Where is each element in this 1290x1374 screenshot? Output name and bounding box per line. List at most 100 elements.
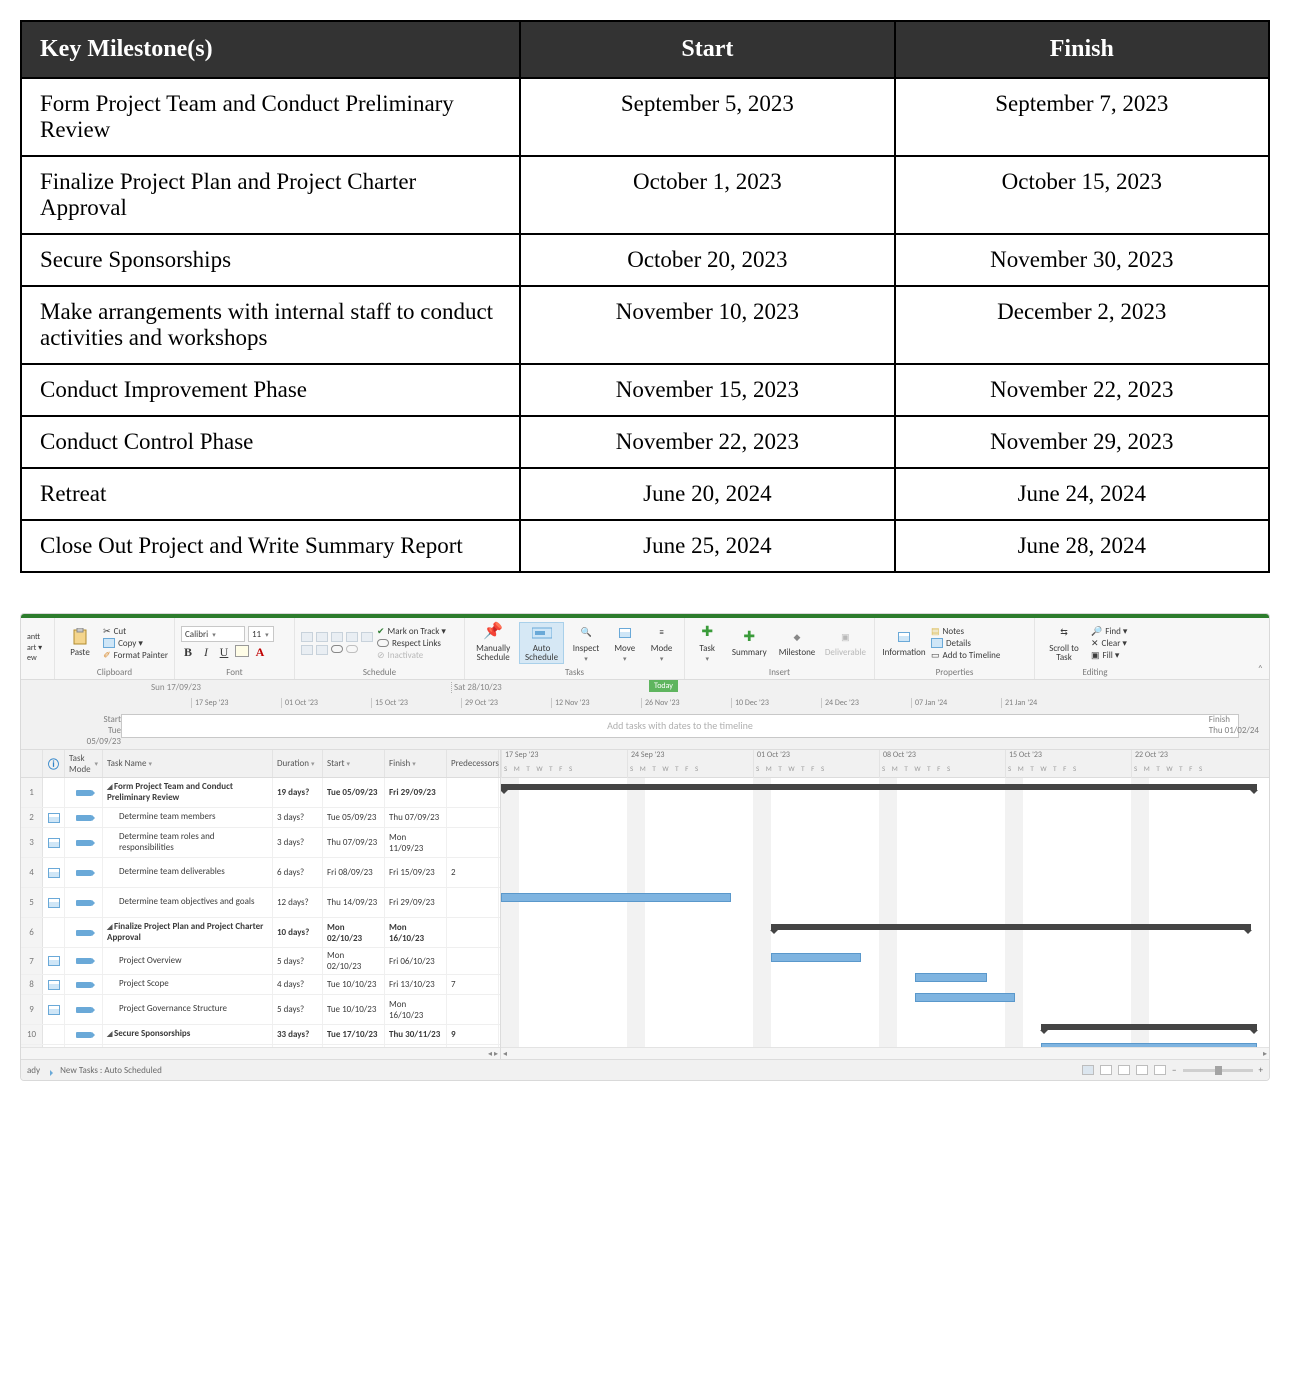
pred-header[interactable]: Predecessors bbox=[447, 750, 499, 777]
bold-button[interactable]: B bbox=[181, 645, 195, 660]
notes-button[interactable]: ▤ Notes bbox=[931, 626, 1000, 637]
start-cell[interactable]: Fri 08/09/23 bbox=[323, 858, 385, 887]
finish-cell[interactable]: Thu 07/09/23 bbox=[385, 808, 447, 827]
gantt-summary-bar[interactable] bbox=[771, 924, 1251, 930]
timeline-bar[interactable]: Add tasks with dates to the timeline bbox=[121, 714, 1239, 738]
task-row[interactable]: 1Form Project Team and Conduct Prelimina… bbox=[21, 778, 500, 808]
zoom-in-button[interactable]: + bbox=[1259, 1065, 1263, 1076]
start-cell[interactable]: Tue 17/10/23 bbox=[323, 1025, 385, 1044]
zoom-out-button[interactable]: − bbox=[1172, 1065, 1176, 1076]
task-mode-cell[interactable] bbox=[65, 948, 103, 974]
mark-on-track-button[interactable]: ✔ Mark on Track ▾ bbox=[377, 626, 446, 637]
inspect-button[interactable]: 🔍 Inspect ▾ bbox=[568, 623, 605, 664]
task-mode-cell[interactable] bbox=[65, 918, 103, 947]
task-row[interactable]: 4Determine team deliverables6 days?Fri 0… bbox=[21, 858, 500, 888]
task-name-cell[interactable]: Secure Sponsorships bbox=[103, 1025, 273, 1044]
task-name-cell[interactable]: Form Project Team and Conduct Preliminar… bbox=[103, 778, 273, 807]
start-cell[interactable]: Tue 05/09/23 bbox=[323, 808, 385, 827]
clear-button[interactable]: ✕ Clear ▾ bbox=[1091, 638, 1127, 649]
finish-cell[interactable]: Mon 16/10/23 bbox=[385, 918, 447, 947]
auto-schedule-button[interactable]: Auto Schedule bbox=[519, 622, 563, 665]
start-cell[interactable]: Thu 07/09/23 bbox=[323, 828, 385, 857]
manually-schedule-button[interactable]: 📌 Manually Schedule bbox=[471, 623, 515, 664]
task-name-cell[interactable]: Determine team members bbox=[103, 808, 273, 827]
add-to-timeline-button[interactable]: ▭ Add to Timeline bbox=[931, 650, 1000, 661]
finish-cell[interactable]: Fri 06/10/23 bbox=[385, 948, 447, 974]
information-button[interactable]: Information bbox=[881, 627, 927, 658]
collapse-ribbon-button[interactable]: ˄ bbox=[1258, 662, 1263, 675]
task-mode-cell[interactable] bbox=[65, 995, 103, 1024]
font-size-combo[interactable]: 11▾ bbox=[248, 626, 274, 642]
pred-cell[interactable] bbox=[447, 888, 499, 917]
start-cell[interactable]: Tue 10/10/23 bbox=[323, 995, 385, 1024]
duration-cell[interactable]: 3 days? bbox=[273, 828, 323, 857]
inactivate-button[interactable]: ⊘ Inactivate bbox=[377, 650, 446, 661]
duration-cell[interactable]: 5 days? bbox=[273, 995, 323, 1024]
italic-button[interactable]: I bbox=[199, 645, 213, 660]
pct50-button[interactable] bbox=[331, 632, 343, 642]
view-team-planner-button[interactable] bbox=[1118, 1065, 1130, 1075]
task-button[interactable]: ✚ Task ▾ bbox=[691, 623, 723, 664]
info-header[interactable]: ⓘ bbox=[43, 750, 65, 777]
task-mode-cell[interactable] bbox=[65, 828, 103, 857]
gantt-chart-fragment[interactable]: antt bbox=[27, 633, 42, 643]
task-name-cell[interactable]: Determine team objectives and goals bbox=[103, 888, 273, 917]
pred-cell[interactable]: 9 bbox=[447, 1025, 499, 1044]
gantt-task-bar[interactable] bbox=[501, 893, 731, 902]
finish-cell[interactable]: Fri 29/09/23 bbox=[385, 888, 447, 917]
duration-cell[interactable]: 3 days? bbox=[273, 808, 323, 827]
respect-links-button[interactable]: Respect Links bbox=[377, 638, 446, 649]
pred-cell[interactable] bbox=[447, 918, 499, 947]
start-cell[interactable]: Thu 14/09/23 bbox=[323, 888, 385, 917]
duration-cell[interactable]: 12 days? bbox=[273, 888, 323, 917]
task-name-cell[interactable]: Determine team roles and responsibilitie… bbox=[103, 828, 273, 857]
pred-cell[interactable] bbox=[447, 778, 499, 807]
task-name-cell[interactable]: Project Scope bbox=[103, 975, 273, 994]
gantt-body[interactable] bbox=[501, 778, 1269, 1059]
font-color-button[interactable]: A bbox=[253, 645, 267, 660]
details-button[interactable]: Details bbox=[931, 638, 1000, 649]
mode-button[interactable]: ≡ Mode ▾ bbox=[645, 623, 678, 664]
pred-cell[interactable] bbox=[447, 808, 499, 827]
milestone-button[interactable]: ◆ Milestone bbox=[775, 627, 819, 658]
task-mode-cell[interactable] bbox=[65, 975, 103, 994]
scroll-to-task-button[interactable]: ⇆ Scroll to Task bbox=[1041, 623, 1087, 664]
finish-header[interactable]: Finish▾ bbox=[385, 750, 447, 777]
view-task-usage-button[interactable] bbox=[1100, 1065, 1112, 1075]
duration-cell[interactable]: 19 days? bbox=[273, 778, 323, 807]
gantt-scrollbar[interactable]: ◂▸ bbox=[501, 1047, 1269, 1059]
finish-cell[interactable]: Thu 30/11/23 bbox=[385, 1025, 447, 1044]
task-row[interactable]: 10Secure Sponsorships33 days?Tue 17/10/2… bbox=[21, 1025, 500, 1045]
duration-cell[interactable]: 6 days? bbox=[273, 858, 323, 887]
finish-cell[interactable]: Mon 16/10/23 bbox=[385, 995, 447, 1024]
duration-cell[interactable]: 33 days? bbox=[273, 1025, 323, 1044]
view-report-button[interactable] bbox=[1154, 1065, 1166, 1075]
task-row[interactable]: 2Determine team members3 days?Tue 05/09/… bbox=[21, 808, 500, 828]
pct100-button[interactable] bbox=[361, 632, 373, 642]
task-mode-header[interactable]: Task Mode▾ bbox=[65, 750, 103, 777]
copy-button[interactable]: Copy ▾ bbox=[103, 638, 168, 649]
grid-scrollbar[interactable]: ◂▸ bbox=[21, 1047, 500, 1059]
outdent-button[interactable] bbox=[301, 645, 313, 655]
task-name-cell[interactable]: Determine team deliverables bbox=[103, 858, 273, 887]
indent-button[interactable] bbox=[316, 645, 328, 655]
view-resource-sheet-button[interactable] bbox=[1136, 1065, 1148, 1075]
gantt-summary-bar[interactable] bbox=[501, 784, 1257, 790]
finish-cell[interactable]: Fri 13/10/23 bbox=[385, 975, 447, 994]
gantt-task-bar[interactable] bbox=[771, 953, 861, 962]
gantt-task-bar[interactable] bbox=[915, 973, 987, 982]
start-header[interactable]: Start▾ bbox=[323, 750, 385, 777]
task-name-cell[interactable]: Project Governance Structure bbox=[103, 995, 273, 1024]
format-painter-button[interactable]: ✐ Format Painter bbox=[103, 650, 168, 661]
start-cell[interactable]: Tue 10/10/23 bbox=[323, 975, 385, 994]
task-mode-cell[interactable] bbox=[65, 888, 103, 917]
paste-button[interactable]: Paste bbox=[61, 627, 99, 658]
gantt-summary-bar[interactable] bbox=[1041, 1024, 1257, 1030]
task-name-cell[interactable]: Project Overview bbox=[103, 948, 273, 974]
task-row[interactable]: 9Project Governance Structure5 days?Tue … bbox=[21, 995, 500, 1025]
start-cell[interactable]: Tue 05/09/23 bbox=[323, 778, 385, 807]
font-name-combo[interactable]: Calibri▾ bbox=[181, 626, 245, 642]
zoom-slider[interactable] bbox=[1183, 1069, 1253, 1072]
pct0-button[interactable] bbox=[301, 632, 313, 642]
find-button[interactable]: 🔎 Find ▾ bbox=[1091, 626, 1127, 637]
